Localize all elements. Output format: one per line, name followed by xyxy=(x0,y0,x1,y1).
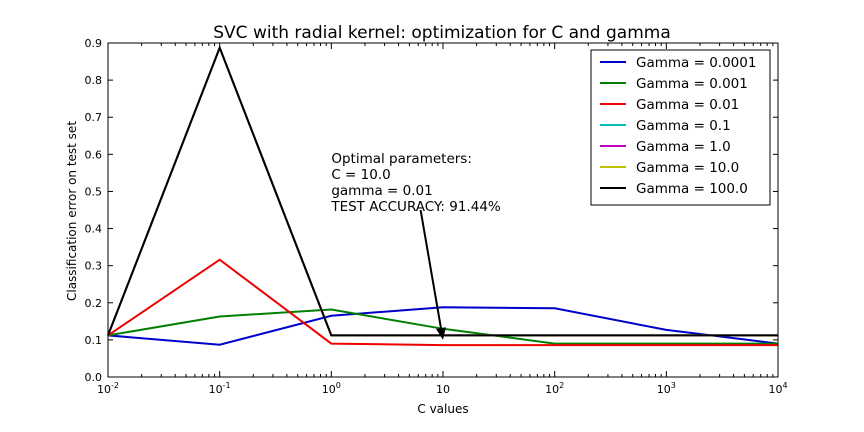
y-tick-label: 0.8 xyxy=(85,74,103,87)
x-tick-label: 10-1 xyxy=(209,381,231,396)
annotation-line-1: C = 10.0 xyxy=(331,167,390,183)
x-tick-label: 10-2 xyxy=(97,381,119,396)
legend-label-3: Gamma = 0.1 xyxy=(636,118,731,134)
annotation-arrow-shaft xyxy=(419,209,442,329)
y-tick-label: 0.1 xyxy=(85,334,103,347)
legend-label-2: Gamma = 0.01 xyxy=(636,97,739,113)
axis-ticks: 0.0 0.1 0.2 0.3 0.4 0.5 0.6 0.7 0.8 0.9 10-2 10-1 10… xyxy=(85,37,788,396)
legend-label-1: Gamma = 0.001 xyxy=(636,76,748,92)
y-tick-label: 0.3 xyxy=(85,260,103,273)
legend-label-5: Gamma = 10.0 xyxy=(636,160,739,176)
y-tick-label: 0.0 xyxy=(85,371,103,384)
annotation-arrow-head xyxy=(436,327,446,340)
y-axis-label: Classification error on test set xyxy=(65,121,79,301)
legend-label-0: Gamma = 0.0001 xyxy=(636,55,756,71)
x-tick-label: 100 xyxy=(322,381,341,396)
y-tick-label: 0.2 xyxy=(85,297,103,310)
x-tick-label: 104 xyxy=(768,381,787,396)
y-tick-label: 0.5 xyxy=(85,185,103,198)
annotation-line-2: gamma = 0.01 xyxy=(331,183,432,199)
annotation-line-3: TEST ACCURACY: 91.44% xyxy=(330,199,501,215)
y-tick-label: 0.7 xyxy=(85,111,103,124)
x-axis-label: C values xyxy=(417,402,468,416)
x-tick-label: 103 xyxy=(657,381,676,396)
legend-label-6: Gamma = 100.0 xyxy=(636,181,748,197)
legend-box xyxy=(590,49,771,206)
series-line-0 xyxy=(107,306,779,346)
legend-label-4: Gamma = 1.0 xyxy=(636,139,731,155)
legend: Gamma = 0.0001 Gamma = 0.001 Gamma = 0.01 G… xyxy=(590,49,771,206)
y-tick-label: 0.9 xyxy=(85,37,103,50)
x-tick-label: 102 xyxy=(545,381,564,396)
annotation-line-0: Optimal parameters: xyxy=(331,151,472,167)
series-line-2 xyxy=(107,258,778,347)
chart-title: SVC with radial kernel: optimization for… xyxy=(213,23,670,43)
y-tick-label: 0.4 xyxy=(85,223,103,236)
y-tick-label: 0.6 xyxy=(85,148,103,161)
x-tick-label: 10 xyxy=(436,383,450,396)
